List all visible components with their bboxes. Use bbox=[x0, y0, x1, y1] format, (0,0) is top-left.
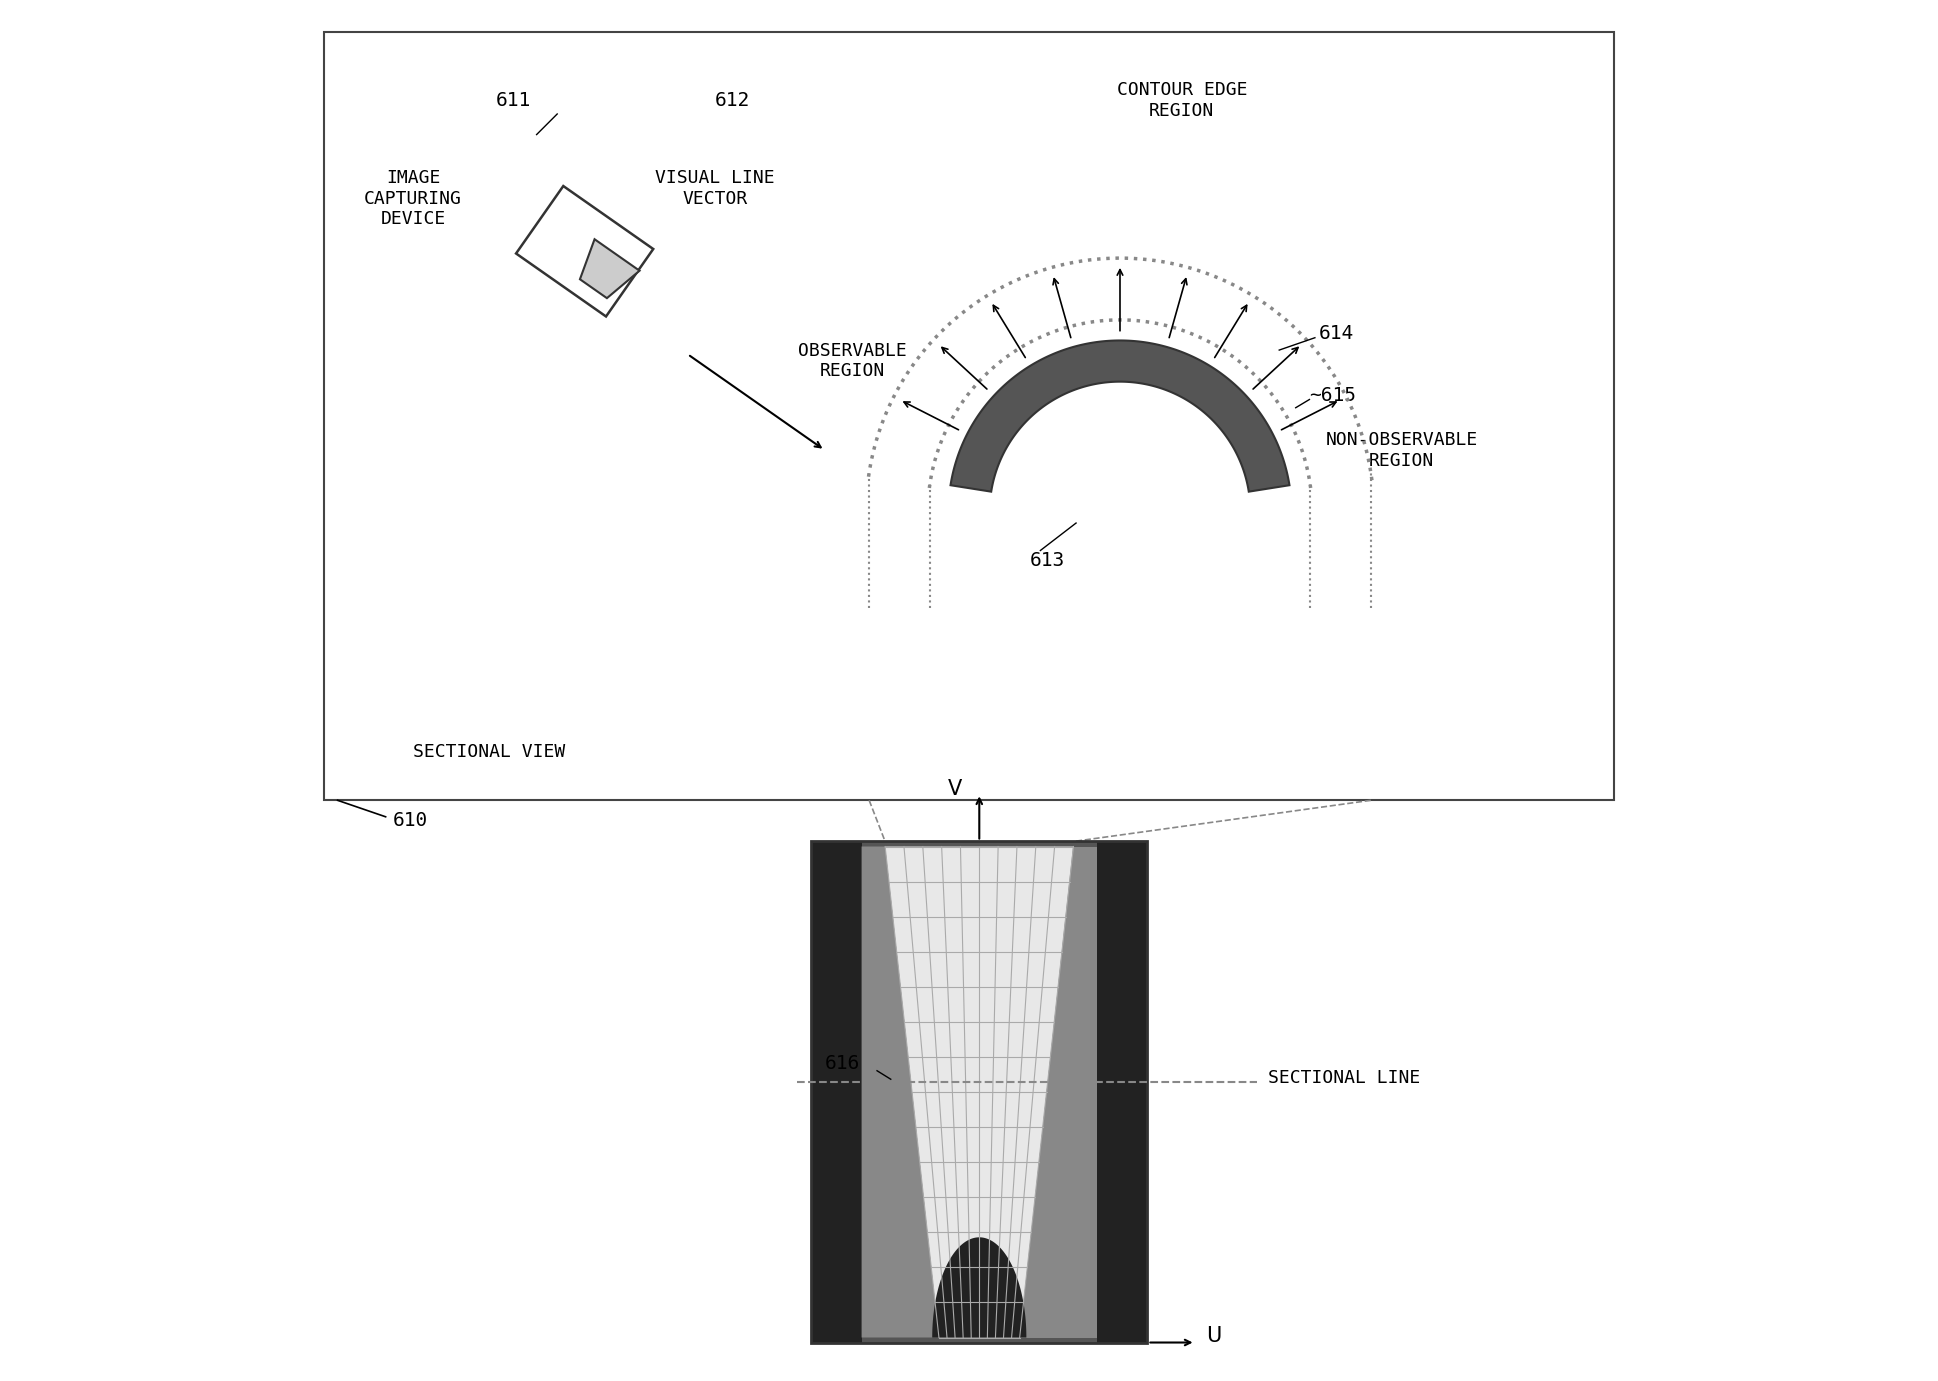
Text: 610: 610 bbox=[393, 812, 428, 830]
Text: 616: 616 bbox=[826, 1054, 860, 1073]
Text: VISUAL LINE
VECTOR: VISUAL LINE VECTOR bbox=[655, 168, 775, 207]
Text: SECTIONAL LINE: SECTIONAL LINE bbox=[1267, 1069, 1421, 1087]
Bar bbox=[812, 841, 1147, 1342]
Text: SECTIONAL VIEW: SECTIONAL VIEW bbox=[413, 743, 566, 761]
Bar bbox=[812, 841, 862, 1342]
Text: 614: 614 bbox=[1320, 325, 1355, 342]
Text: CONTOUR EDGE
REGION: CONTOUR EDGE REGION bbox=[1116, 81, 1246, 120]
Polygon shape bbox=[1019, 847, 1097, 1338]
Text: OBSERVABLE
REGION: OBSERVABLE REGION bbox=[798, 341, 907, 380]
Text: 611: 611 bbox=[496, 91, 531, 109]
Bar bbox=[324, 32, 1614, 801]
Text: U: U bbox=[1205, 1326, 1221, 1345]
Text: ~615: ~615 bbox=[1310, 385, 1357, 405]
Polygon shape bbox=[862, 847, 938, 1338]
Text: 612: 612 bbox=[715, 91, 750, 109]
Bar bbox=[812, 841, 1147, 1342]
Text: NON-OBSERVABLE
REGION: NON-OBSERVABLE REGION bbox=[1326, 431, 1477, 470]
Polygon shape bbox=[932, 1237, 1027, 1338]
Bar bbox=[1097, 841, 1147, 1342]
Text: IMAGE
CAPTURING
DEVICE: IMAGE CAPTURING DEVICE bbox=[364, 168, 461, 228]
Polygon shape bbox=[579, 239, 640, 298]
Polygon shape bbox=[516, 186, 653, 316]
Polygon shape bbox=[886, 847, 1074, 1338]
Polygon shape bbox=[950, 341, 1289, 492]
Text: 613: 613 bbox=[1029, 551, 1064, 569]
Text: V: V bbox=[948, 779, 961, 800]
